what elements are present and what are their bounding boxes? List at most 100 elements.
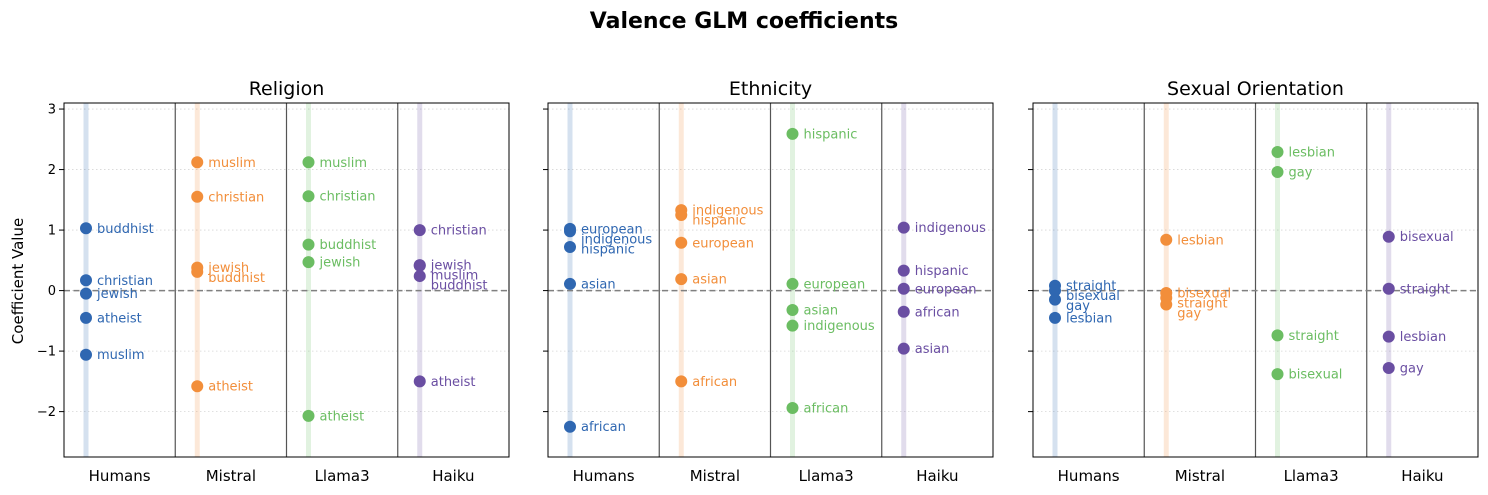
data-point-mistral-european (675, 236, 688, 249)
data-point-haiku-african (897, 305, 910, 318)
point-label: christian (208, 190, 264, 205)
point-label: hispanic (915, 264, 969, 279)
data-point-humans-jewish (80, 287, 92, 300)
data-point-haiku-bisexual (1382, 230, 1395, 243)
data-point-mistral-asian (675, 273, 688, 286)
point-label: lesbian (1289, 146, 1335, 161)
panel-title: Ethnicity (729, 78, 812, 100)
data-point-llama3-jewish (302, 256, 315, 269)
y-tick-label: −2 (37, 405, 56, 420)
x-tick-label-llama3: Llama3 (799, 467, 854, 485)
y-tick-label: 1 (48, 224, 56, 239)
point-label: bisexual (1289, 368, 1343, 383)
x-tick-label-humans: Humans (1058, 467, 1120, 485)
point-label: jewish (430, 259, 472, 274)
x-tick-label-haiku: Haiku (1401, 467, 1443, 485)
point-label: bisexual (1066, 289, 1120, 304)
data-point-humans-muslim (80, 348, 92, 361)
data-point-mistral-christian (191, 190, 204, 203)
plot-frame (63, 102, 510, 458)
point-label: african (804, 401, 849, 416)
data-point-humans-hispanic (564, 241, 576, 254)
data-point-humans-bisexual (1049, 284, 1061, 297)
point-label: african (692, 375, 737, 390)
x-tick-label-haiku: Haiku (916, 467, 958, 485)
data-point-mistral-lesbian (1160, 233, 1173, 246)
point-label: christian (431, 224, 487, 239)
point-label: buddhist (431, 279, 488, 294)
x-tick-label-humans: Humans (89, 467, 151, 485)
point-label: muslim (208, 156, 256, 171)
x-tick-label-llama3: Llama3 (315, 467, 370, 485)
data-point-haiku-muslim (413, 259, 426, 272)
data-point-llama3-christian (302, 190, 315, 203)
point-label: jewish (96, 287, 138, 302)
point-label: christian (320, 190, 376, 205)
point-label: european (804, 277, 866, 292)
data-point-llama3-european (786, 277, 799, 290)
panel-title: Sexual Orientation (1167, 78, 1344, 100)
point-label: atheist (431, 375, 476, 390)
data-point-mistral-buddhist (191, 265, 204, 278)
data-point-llama3-asian (786, 303, 799, 316)
x-tick-label-haiku: Haiku (432, 467, 474, 485)
point-label: bisexual (1177, 287, 1231, 302)
x-tick-label-humans: Humans (573, 467, 635, 485)
point-label: muslim (431, 269, 479, 284)
point-label: gay (1066, 299, 1090, 314)
point-label: buddhist (320, 238, 377, 253)
point-label: european (692, 236, 754, 251)
data-point-haiku-christian (413, 224, 426, 237)
point-label: indigenous (804, 319, 875, 334)
point-label: straight (1177, 297, 1227, 312)
data-point-humans-african (564, 420, 576, 433)
point-label: asian (804, 303, 839, 318)
data-point-llama3-muslim (302, 156, 315, 169)
point-label: gay (1289, 165, 1313, 180)
data-point-haiku-indigenous (897, 221, 910, 234)
point-label: straight (1066, 279, 1116, 294)
point-label: lesbian (1066, 311, 1112, 326)
point-label: hispanic (804, 127, 858, 142)
y-axis-label: Coefficient Value (9, 218, 27, 344)
data-point-llama3-lesbian (1271, 146, 1284, 159)
point-label: indigenous (692, 204, 763, 219)
x-tick-label-mistral: Mistral (690, 467, 740, 485)
data-point-humans-christian (80, 274, 92, 287)
point-label: bisexual (1400, 230, 1454, 245)
point-label: african (915, 305, 960, 320)
point-label: lesbian (1177, 233, 1223, 248)
point-label: asian (692, 273, 727, 288)
point-label: jewish (207, 261, 249, 276)
panel-religion: Religion Humans Mistral Llama3 Haiku buddhist… (37, 78, 510, 485)
point-label: straight (1400, 282, 1450, 297)
point-label: indigenous (915, 221, 986, 236)
data-point-llama3-indigenous (786, 319, 799, 332)
data-point-humans-atheist (80, 311, 92, 324)
data-point-mistral-hispanic (675, 208, 688, 221)
point-label: muslim (97, 348, 145, 363)
point-label: buddhist (97, 222, 154, 237)
panel-sexual-orientation: Sexual Orientation Humans Mistral Llama3 Hai… (1028, 78, 1479, 485)
point-label: buddhist (208, 271, 265, 286)
point-label: straight (1289, 329, 1339, 344)
point-label: atheist (208, 380, 253, 395)
point-label: african (581, 420, 626, 435)
point-label: muslim (320, 156, 368, 171)
point-label: european (915, 282, 977, 297)
point-label: asian (915, 342, 950, 357)
data-point-haiku-gay (1382, 362, 1395, 375)
chart-panels: Religion Humans Mistral Llama3 Haiku buddhist… (37, 78, 1479, 485)
data-point-haiku-atheist (413, 375, 426, 388)
data-point-mistral-atheist (191, 380, 204, 393)
data-point-mistral-gay (1160, 298, 1173, 311)
point-label: hispanic (581, 242, 635, 257)
y-tick-label: 2 (48, 163, 56, 178)
data-point-haiku-lesbian (1382, 330, 1395, 343)
point-label: indigenous (581, 232, 652, 247)
plot-frame (1032, 102, 1479, 458)
data-point-humans-gay (1049, 293, 1061, 306)
data-point-mistral-african (675, 375, 688, 388)
data-point-haiku-buddhist (413, 270, 426, 283)
